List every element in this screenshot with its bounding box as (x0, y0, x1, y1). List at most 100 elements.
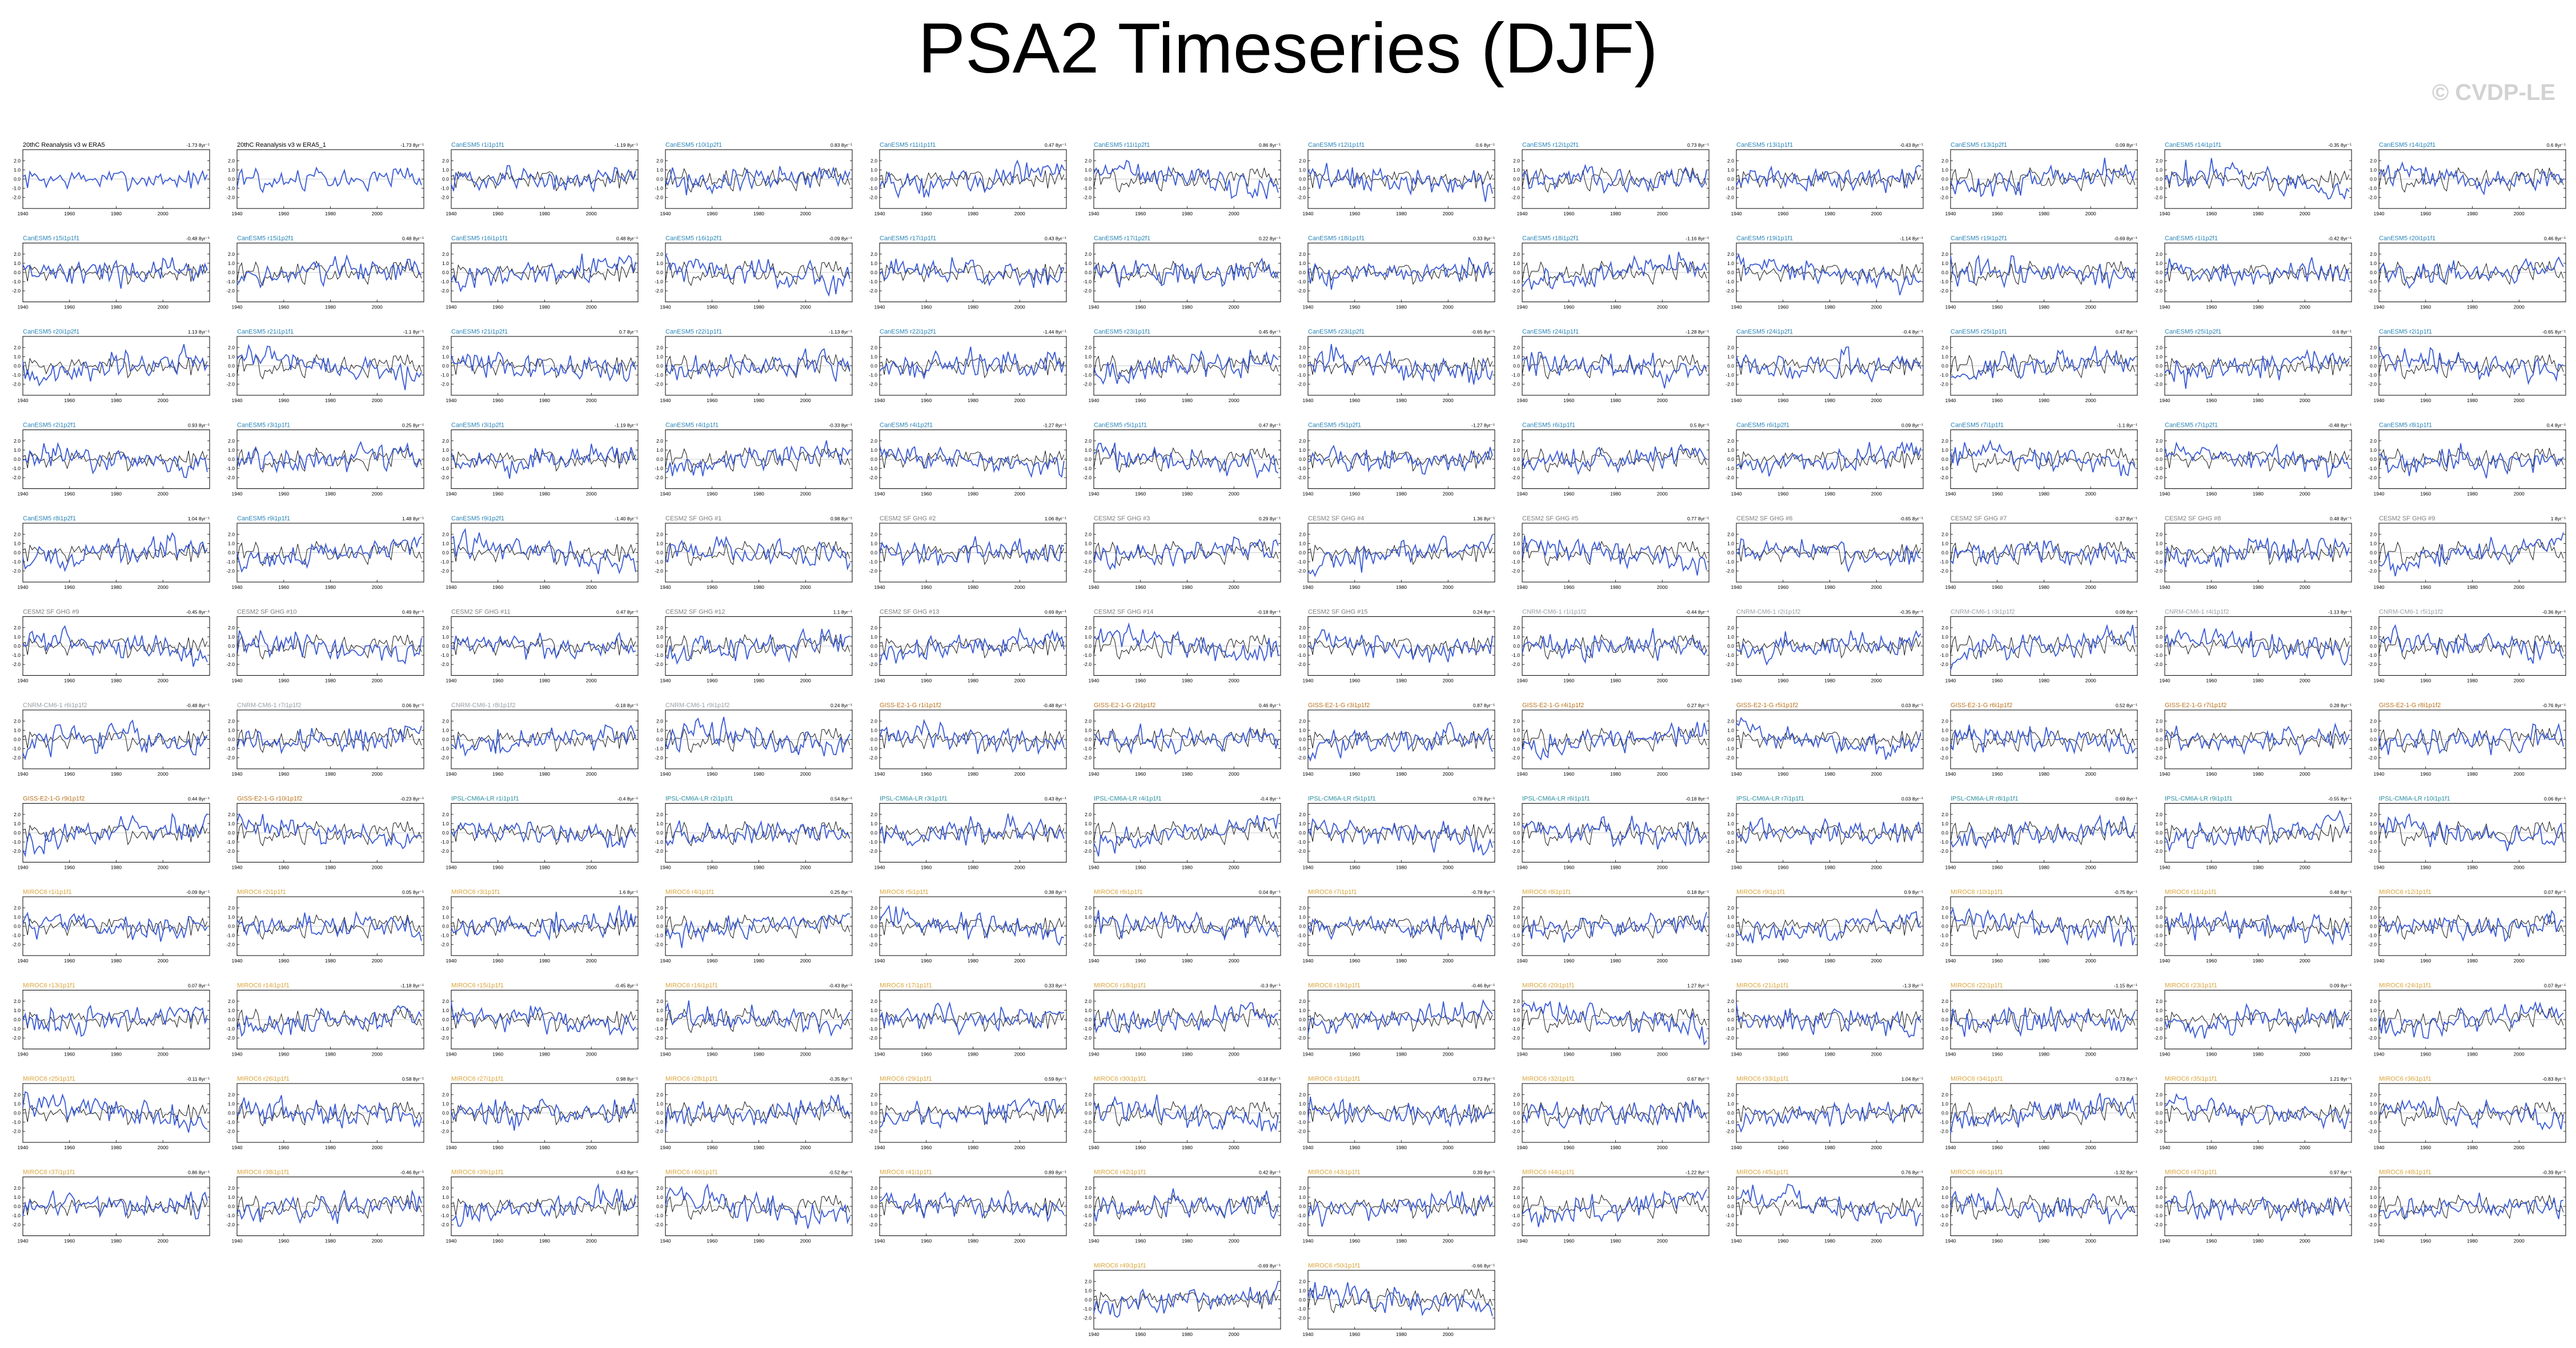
chart-panel: CanESM5 r13i1p2f1 0.09 8yr⁻¹2.01.00.0-1.0… (1940, 142, 2138, 216)
y-tick-label: 0.0 (1727, 363, 1734, 369)
y-tick-label: -1.0 (1511, 279, 1520, 284)
x-tick-label: 2000 (2514, 678, 2525, 684)
x-tick-label: 1940 (232, 491, 243, 497)
y-tick-label: 2.0 (2370, 438, 2377, 444)
y-tick-label: -1.0 (1726, 186, 1734, 191)
x-tick-label: 1940 (2374, 678, 2385, 684)
y-tick-label: -1.0 (869, 1213, 877, 1218)
x-tick-label: 1960 (1563, 1145, 1574, 1150)
x-tick-label: 1940 (446, 771, 457, 777)
x-tick-label: 1980 (968, 1052, 978, 1057)
x-tick-label: 1960 (1992, 771, 2003, 777)
x-tick-label: 2000 (372, 865, 383, 870)
x-tick-label: 1940 (232, 1052, 243, 1057)
y-tick-label: -1.0 (12, 1120, 21, 1125)
y-tick-label: 2.0 (1727, 998, 1734, 1004)
x-tick-label: 1980 (325, 1238, 336, 1244)
x-tick-label: 1980 (753, 584, 764, 590)
obs-series-line (1950, 1101, 2136, 1127)
obs-series-line (665, 1194, 850, 1220)
obs-series-line (665, 167, 850, 193)
y-tick-label: -1.0 (226, 933, 235, 938)
obs-series-line (451, 170, 636, 192)
y-tick-label: 0.0 (2370, 270, 2377, 275)
model-series-line (1950, 254, 2136, 289)
x-tick-label: 1980 (539, 865, 550, 870)
x-tick-label: 1940 (2374, 1052, 2385, 1057)
model-series-line (451, 165, 636, 193)
panel-title: CanESM5 r16i1p2f1 (665, 235, 722, 242)
y-tick-label: 0.0 (442, 363, 449, 369)
chart-panel: MIROC6 r22i1p1f1 -1.15 8yr⁻¹2.01.00.0-1.0… (1940, 982, 2138, 1057)
panel-trend: 0.97 8yr⁻¹ (2330, 1170, 2352, 1176)
y-tick-label: -1.0 (226, 466, 235, 471)
y-tick-label: -2.0 (1940, 942, 1948, 948)
y-tick-label: 1.0 (1085, 354, 1092, 359)
y-tick-label: 1.0 (442, 167, 449, 172)
x-tick-label: 1980 (753, 678, 764, 684)
y-tick-label: 2.0 (1941, 344, 1948, 350)
y-tick-label: 1.0 (1727, 540, 1734, 546)
y-tick-label: 0.0 (228, 270, 235, 275)
y-tick-label: 2.0 (14, 905, 21, 910)
obs-series-line (879, 824, 1065, 845)
panel-trend: 0.07 8yr⁻¹ (2544, 983, 2566, 989)
x-tick-label: 1960 (707, 1052, 717, 1057)
y-tick-label: 1.0 (1727, 1101, 1734, 1106)
x-tick-label: 1940 (18, 398, 29, 403)
x-tick-label: 1960 (1563, 584, 1574, 590)
model-series-line (1950, 439, 2136, 476)
y-tick-label: 1.0 (228, 167, 235, 172)
x-tick-label: 2000 (800, 771, 811, 777)
y-tick-label: -2.0 (1297, 475, 1306, 480)
panel-trend: -0.76 8yr⁻¹ (2542, 703, 2566, 708)
y-tick-label: -1.0 (440, 1213, 449, 1218)
panel-trend: 1.48 8yr⁻¹ (402, 516, 424, 521)
x-tick-label: 1960 (707, 398, 717, 403)
panel-trend: 1.27 8yr⁻¹ (1687, 983, 1709, 989)
chart-panel: MIROC6 r19i1p1f1 -0.46 8yr⁻¹2.01.00.0-1.0… (1297, 982, 1495, 1057)
y-tick-label: 1.0 (656, 354, 663, 359)
panel-title: MIROC6 r24i1p1f1 (2379, 982, 2431, 989)
x-tick-label: 1940 (2160, 865, 2170, 870)
x-tick-label: 1940 (1731, 958, 1742, 964)
panel-title: MIROC6 r17i1p1f1 (880, 982, 932, 989)
x-tick-label: 1980 (1396, 1052, 1407, 1057)
x-tick-label: 1980 (539, 584, 550, 590)
y-tick-label: 2.0 (1727, 625, 1734, 631)
panel-trend: -0.18 8yr⁻¹ (1257, 1076, 1281, 1082)
panel-title: CanESM5 r8i1p2f1 (23, 515, 76, 522)
y-tick-label: 0.0 (1513, 1110, 1520, 1116)
x-tick-label: 1980 (2467, 1052, 2478, 1057)
x-tick-label: 1940 (1945, 211, 1956, 216)
y-tick-label: 1.0 (1085, 167, 1092, 172)
y-tick-label: 0.0 (228, 830, 235, 836)
model-series-line (2164, 909, 2350, 946)
y-tick-label: 0.0 (656, 830, 663, 836)
y-tick-label: 2.0 (442, 251, 449, 257)
x-tick-label: 1940 (660, 491, 671, 497)
y-tick-label: 1.0 (228, 1101, 235, 1106)
x-tick-label: 2000 (1014, 865, 1025, 870)
y-tick-label: -2.0 (12, 1222, 21, 1227)
y-tick-label: -1.0 (1726, 652, 1734, 658)
y-tick-label: -2.0 (1083, 568, 1092, 574)
model-series-line (1093, 257, 1279, 288)
panel-title: MIROC6 r36i1p1f1 (2379, 1076, 2431, 1082)
panel-title: IPSL-CM6A-LR r10i1p1f1 (2379, 796, 2450, 803)
y-tick-label: 0.0 (1727, 1017, 1734, 1022)
y-tick-label: -1.0 (226, 559, 235, 565)
y-tick-label: 1.0 (870, 260, 877, 266)
x-tick-label: 1960 (64, 211, 75, 216)
x-tick-label: 2000 (372, 771, 383, 777)
panel-title: MIROC6 r4i1p1f1 (665, 889, 715, 896)
model-series-line (451, 528, 636, 575)
y-tick-label: 1.0 (1299, 260, 1306, 266)
x-tick-label: 1980 (2467, 958, 2478, 964)
y-tick-label: -2.0 (655, 848, 663, 854)
y-tick-label: -1.0 (1726, 559, 1734, 565)
y-tick-label: 1.0 (442, 1101, 449, 1106)
x-tick-label: 1980 (2467, 584, 2478, 590)
obs-series-line (1736, 544, 1921, 565)
x-tick-label: 2000 (2085, 678, 2096, 684)
